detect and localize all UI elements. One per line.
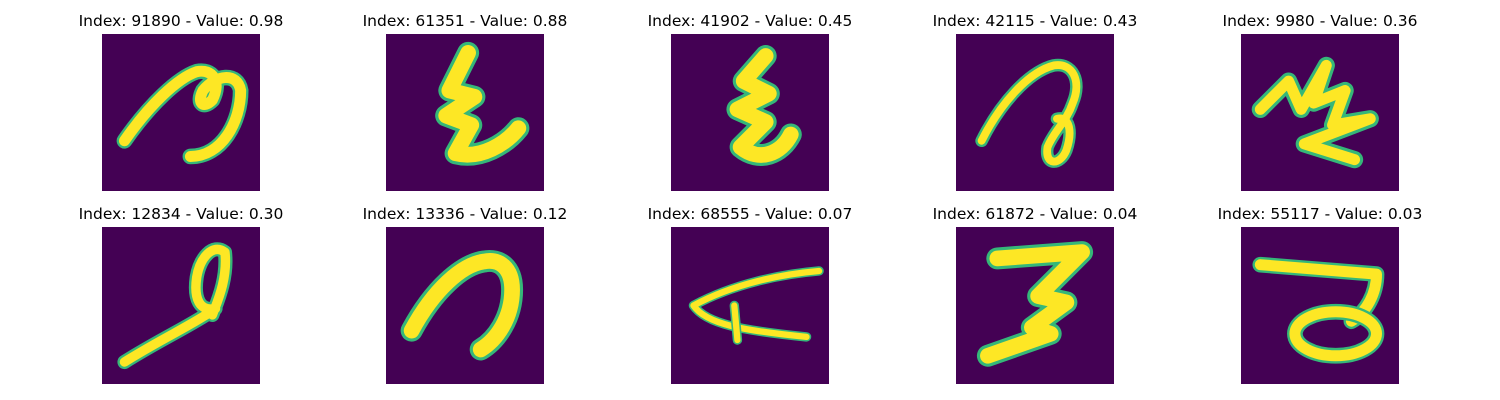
image-cell: Index: 61872 - Value: 0.04 <box>925 205 1145 385</box>
handwritten-glyph-image <box>1241 34 1399 191</box>
image-title: Index: 61872 - Value: 0.04 <box>932 205 1138 223</box>
handwritten-glyph-image <box>671 34 829 191</box>
handwritten-glyph-image <box>102 227 260 384</box>
image-cell: Index: 9980 - Value: 0.36 <box>1210 12 1430 192</box>
image-title: Index: 42115 - Value: 0.43 <box>932 12 1138 30</box>
image-cell: Index: 42115 - Value: 0.43 <box>925 12 1145 192</box>
image-title: Index: 12834 - Value: 0.30 <box>78 205 284 223</box>
image-title: Index: 61351 - Value: 0.88 <box>362 12 568 30</box>
image-title: Index: 41902 - Value: 0.45 <box>647 12 853 30</box>
image-title: Index: 68555 - Value: 0.07 <box>647 205 853 223</box>
image-cell: Index: 61351 - Value: 0.88 <box>355 12 575 192</box>
image-cell: Index: 91890 - Value: 0.98 <box>71 12 291 192</box>
handwritten-glyph-image <box>386 227 544 384</box>
handwritten-glyph-image <box>956 227 1114 384</box>
handwritten-glyph-image <box>386 34 544 191</box>
handwritten-glyph-image <box>1241 227 1399 384</box>
image-cell: Index: 13336 - Value: 0.12 <box>355 205 575 385</box>
image-title: Index: 91890 - Value: 0.98 <box>78 12 284 30</box>
image-cell: Index: 68555 - Value: 0.07 <box>640 205 860 385</box>
image-title: Index: 9980 - Value: 0.36 <box>1222 12 1418 30</box>
handwritten-glyph-image <box>102 34 260 191</box>
image-cell: Index: 55117 - Value: 0.03 <box>1210 205 1430 385</box>
image-cell: Index: 12834 - Value: 0.30 <box>71 205 291 385</box>
image-title: Index: 55117 - Value: 0.03 <box>1217 205 1423 223</box>
image-cell: Index: 41902 - Value: 0.45 <box>640 12 860 192</box>
image-title: Index: 13336 - Value: 0.12 <box>362 205 568 223</box>
handwritten-glyph-image <box>956 34 1114 191</box>
handwritten-glyph-image <box>671 227 829 384</box>
